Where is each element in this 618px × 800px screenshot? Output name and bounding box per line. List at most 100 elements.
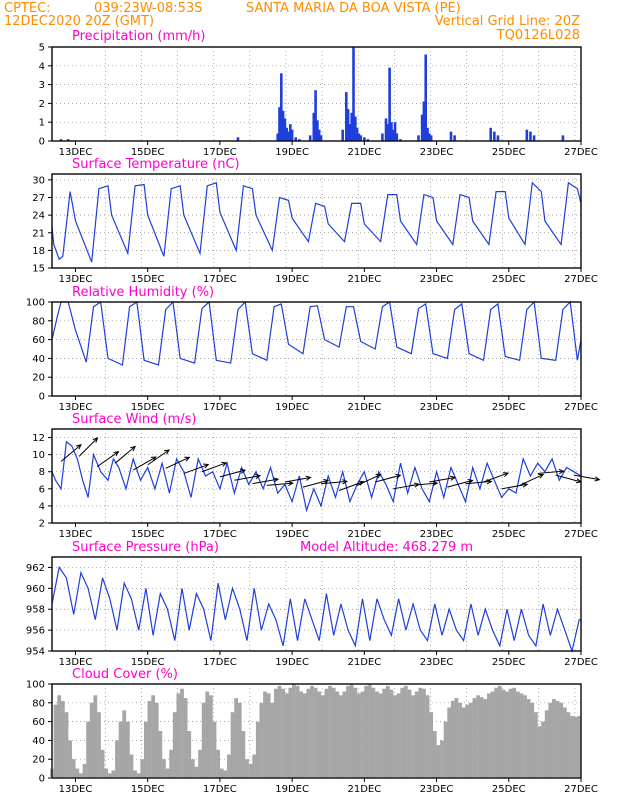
wind-arrow-head — [305, 475, 312, 481]
temp-frame — [51, 173, 582, 269]
wind-arrow-shaft — [302, 479, 329, 488]
wind-xtick-label: 19DEC — [275, 529, 309, 540]
cloud-bar — [187, 731, 192, 778]
wind-frame — [51, 428, 582, 524]
cloud-bar — [270, 702, 275, 778]
cloud-bar — [82, 763, 87, 778]
precip-bar — [395, 133, 399, 141]
precip-bar — [388, 67, 391, 141]
cloud-xtick-label: 13DEC — [59, 784, 93, 795]
cloud-bar — [306, 688, 311, 778]
cloud-xtick-label: 27DEC — [564, 784, 598, 795]
cloud-bar — [180, 688, 184, 778]
cloud-bar — [118, 721, 123, 778]
wind-arrow — [266, 480, 294, 487]
cloud-bar — [505, 691, 509, 778]
cloud-bar — [342, 691, 347, 778]
cloud-bar — [151, 695, 156, 778]
precip-bar — [350, 112, 354, 141]
cloud-bar — [219, 768, 224, 778]
cloud-bar — [205, 691, 210, 778]
cloud-bar — [158, 731, 163, 778]
cloud-bar — [281, 688, 285, 778]
wind-ytick-label: 6 — [39, 484, 45, 495]
cloud-bar — [530, 702, 535, 778]
rh-ytick-label: 0 — [39, 392, 45, 403]
cloud-title: Cloud Cover (%) — [72, 667, 178, 682]
wind-arrow-shaft — [78, 437, 98, 457]
cloud-bar — [559, 702, 564, 778]
precip-bar — [346, 109, 350, 141]
precip-bar — [276, 133, 279, 141]
wind-arrow — [537, 468, 565, 475]
cloud-bar — [422, 688, 426, 778]
rh-xtick-label: 17DEC — [203, 402, 237, 413]
wind-arrow-head — [323, 478, 330, 485]
wind-arrow-head — [130, 445, 136, 452]
cloud-bar — [429, 712, 434, 778]
wind-arrow-shaft — [555, 474, 581, 483]
wind-title: Surface Wind (m/s) — [72, 412, 196, 427]
cloud-bar — [515, 691, 520, 778]
wind-arrow-head — [594, 476, 601, 482]
precip-bar — [314, 90, 317, 141]
wind-arrow-shaft — [284, 476, 311, 483]
rh-xtick-label: 23DEC — [420, 402, 454, 413]
cloud-bar — [508, 688, 513, 778]
wind-xtick-label: 15DEC — [131, 529, 165, 540]
precip-bar — [561, 135, 565, 141]
wind-ytick-label: 8 — [39, 467, 45, 478]
cloud-bar — [425, 695, 430, 778]
wind-arrow-shaft — [320, 480, 347, 485]
wind-arrow-shaft — [252, 478, 279, 485]
precip-bar — [496, 135, 500, 141]
wind-ytick-label: 4 — [39, 501, 45, 512]
temp-ytick-label: 18 — [32, 246, 45, 257]
cloud-bar — [526, 699, 531, 778]
wind-arrow-shaft — [234, 475, 261, 481]
cloud-bar — [216, 749, 221, 778]
wind-arrow-head — [502, 472, 510, 478]
cloud-bar — [440, 740, 444, 778]
humidity-panel: 0 20 40 60 80 100 13DEC 15DEC 17DEC 19DEC 21DEC 23D… — [26, 298, 598, 414]
cloud-ytick-label: 40 — [32, 736, 45, 747]
pressure-xtick-label: 21DEC — [347, 657, 381, 668]
cloud-bar — [541, 721, 545, 778]
cloud-bar — [570, 715, 574, 778]
cloud-bar — [458, 702, 462, 778]
cloud-bar — [143, 721, 148, 778]
cloud-bar — [122, 710, 127, 778]
pressure-ytick-label: 956 — [26, 626, 45, 637]
wind-xtick-label: 21DEC — [347, 529, 381, 540]
precip-bar — [366, 139, 370, 141]
cloud-bar — [176, 693, 181, 778]
wind-arrow-shaft — [537, 470, 564, 474]
cloud-bar — [555, 700, 560, 778]
rh-ytick-label: 20 — [32, 373, 45, 384]
precip-bar — [312, 112, 316, 141]
cloud-bar — [252, 754, 257, 778]
wind-arrow — [284, 475, 312, 483]
precip-title: Precipitation (mm/h) — [72, 29, 205, 44]
cloud-bar — [523, 695, 527, 778]
cloud-xtick-label: 19DEC — [275, 784, 309, 795]
wind-arrow-shaft — [183, 464, 209, 474]
precip-bar — [298, 139, 301, 141]
cloud-bar — [259, 702, 264, 778]
cloud-ytick-label: 0 — [39, 774, 45, 785]
precip-bar — [357, 133, 361, 141]
wind-arrow-head — [221, 461, 228, 467]
cloud-bar — [537, 726, 542, 778]
cloud-bar — [450, 700, 455, 778]
cloud-bar — [494, 687, 499, 778]
precip-bar — [341, 129, 344, 141]
cloud-bar — [461, 707, 466, 778]
precip-bar — [352, 47, 355, 141]
wind-arrow-shaft — [447, 479, 473, 488]
cloud-bar — [378, 693, 383, 778]
temp-ytick-label: 30 — [32, 175, 45, 186]
wind-arrow — [219, 468, 247, 478]
temp-xtick-label: 17DEC — [203, 274, 237, 285]
wind-arrow-head — [467, 478, 474, 485]
